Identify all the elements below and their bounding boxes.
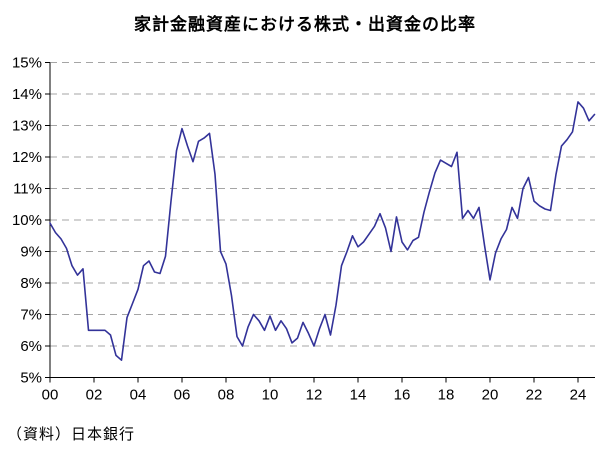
x-axis-label: 16 bbox=[394, 387, 411, 404]
x-axis-label: 08 bbox=[218, 387, 235, 404]
x-axis-label: 06 bbox=[174, 387, 191, 404]
y-axis-label: 8% bbox=[20, 275, 42, 292]
data-line bbox=[49, 101, 596, 362]
y-axis-label: 13% bbox=[12, 118, 42, 135]
x-axis-label: 10 bbox=[262, 387, 279, 404]
chart-title: 家計金融資産における株式・出資金の比率 bbox=[134, 15, 476, 34]
x-axis-label: 12 bbox=[306, 387, 323, 404]
x-axis-label: 02 bbox=[86, 387, 103, 404]
x-axis-label: 04 bbox=[130, 387, 147, 404]
y-axis-label: 12% bbox=[12, 149, 42, 166]
y-axis-label: 14% bbox=[12, 86, 42, 103]
y-axis-label: 10% bbox=[12, 212, 42, 229]
y-axis-label: 15% bbox=[12, 55, 42, 72]
x-axis-label: 14 bbox=[350, 387, 367, 404]
y-axis-label: 7% bbox=[20, 307, 42, 324]
x-axis-label: 24 bbox=[570, 387, 587, 404]
x-axis-label: 00 bbox=[42, 387, 59, 404]
y-axis-label: 5% bbox=[20, 370, 42, 387]
source-note: （資料）日本銀行 bbox=[7, 426, 136, 443]
y-axis-label: 9% bbox=[20, 244, 42, 261]
y-axis-label: 6% bbox=[20, 338, 42, 355]
x-axis-label: 18 bbox=[438, 387, 455, 404]
x-axis-label: 22 bbox=[526, 387, 543, 404]
x-axis-label: 20 bbox=[482, 387, 499, 404]
y-axis-label: 11% bbox=[13, 181, 42, 198]
